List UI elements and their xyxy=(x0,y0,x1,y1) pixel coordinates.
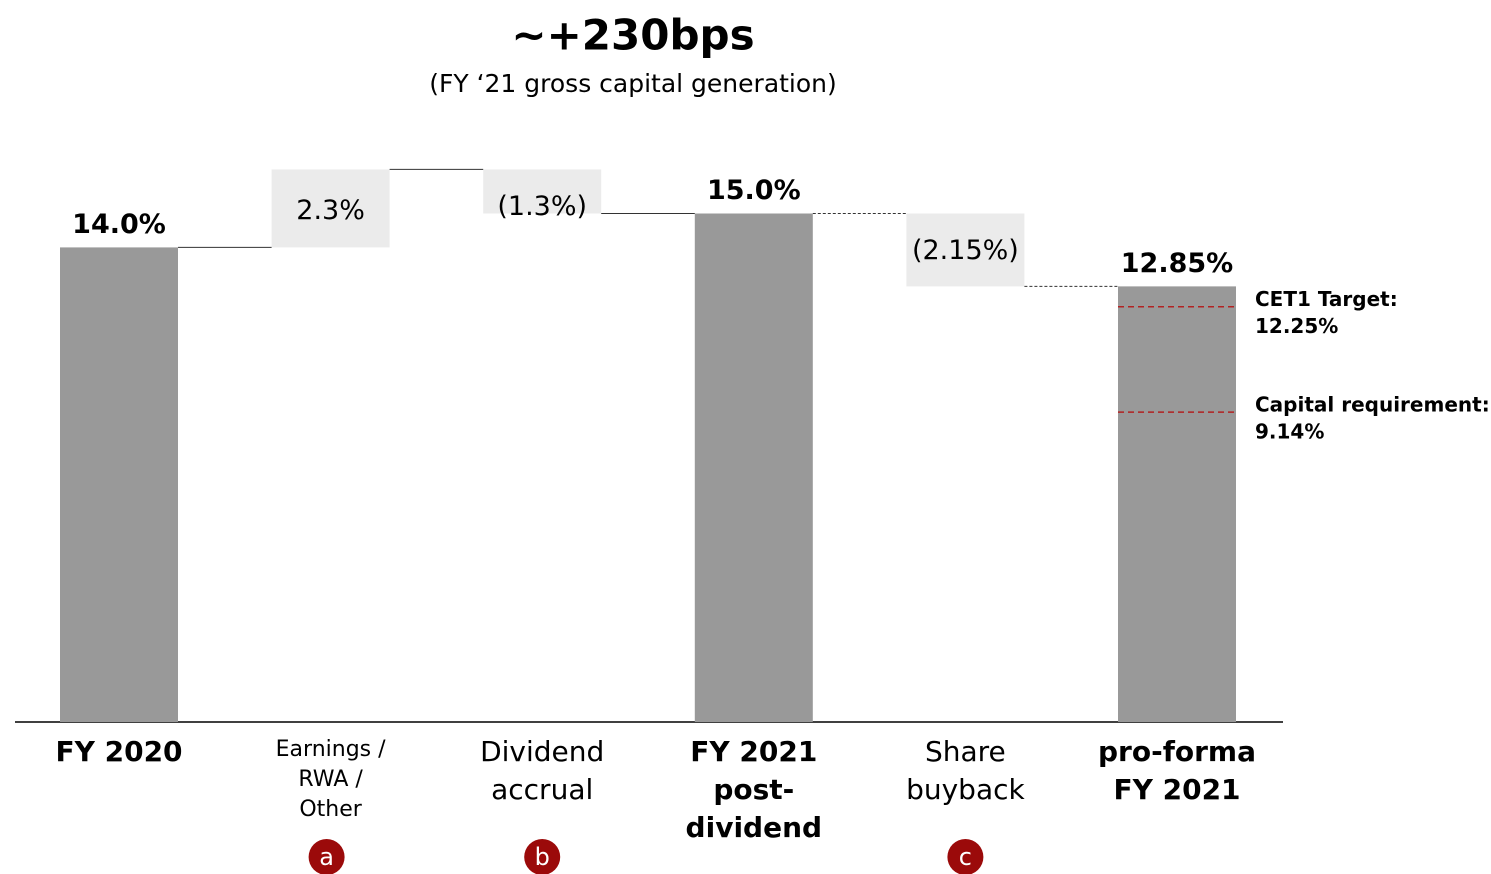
total-bar xyxy=(694,213,813,722)
category-label: pro-forma xyxy=(1098,735,1256,768)
badge xyxy=(947,839,984,874)
reference-label: CET1 Target: xyxy=(1255,287,1398,311)
category-label: Other xyxy=(299,797,362,822)
category-label: Dividend xyxy=(480,735,604,768)
category-label: RWA / xyxy=(298,767,363,792)
badge-label: a xyxy=(319,843,334,871)
category-label: buyback xyxy=(906,773,1025,806)
badge-label: c xyxy=(959,843,972,871)
value-label: (1.3%) xyxy=(497,191,587,222)
value-label: 12.85% xyxy=(1121,248,1233,279)
value-label: 2.3% xyxy=(296,195,365,226)
chart-title: ~+230bps xyxy=(511,11,754,60)
badge xyxy=(308,839,345,874)
value-label: 15.0% xyxy=(707,175,801,206)
category-label: accrual xyxy=(491,773,593,806)
delta-bar xyxy=(271,169,390,248)
category-label: Earnings / xyxy=(276,737,386,762)
badge xyxy=(524,839,561,874)
category-label: FY 2020 xyxy=(55,735,182,768)
reference-value: 9.14% xyxy=(1255,420,1324,444)
value-label: (2.15%) xyxy=(912,235,1019,266)
value-label: 14.0% xyxy=(72,209,166,240)
chart-subtitle: (FY ‘21 gross capital generation) xyxy=(429,69,837,98)
total-bar xyxy=(60,247,178,722)
category-label: FY 2021 xyxy=(1113,773,1240,806)
reference-value: 12.25% xyxy=(1255,314,1338,338)
badge-label: b xyxy=(535,843,550,871)
delta-bar xyxy=(483,169,602,214)
total-bar xyxy=(1118,286,1236,722)
category-label: FY 2021 xyxy=(690,735,817,768)
category-label: post- xyxy=(713,773,794,806)
category-label: Share xyxy=(925,735,1006,768)
reference-label: Capital requirement: xyxy=(1255,393,1490,417)
category-label: dividend xyxy=(686,811,823,844)
delta-bar xyxy=(906,213,1025,287)
